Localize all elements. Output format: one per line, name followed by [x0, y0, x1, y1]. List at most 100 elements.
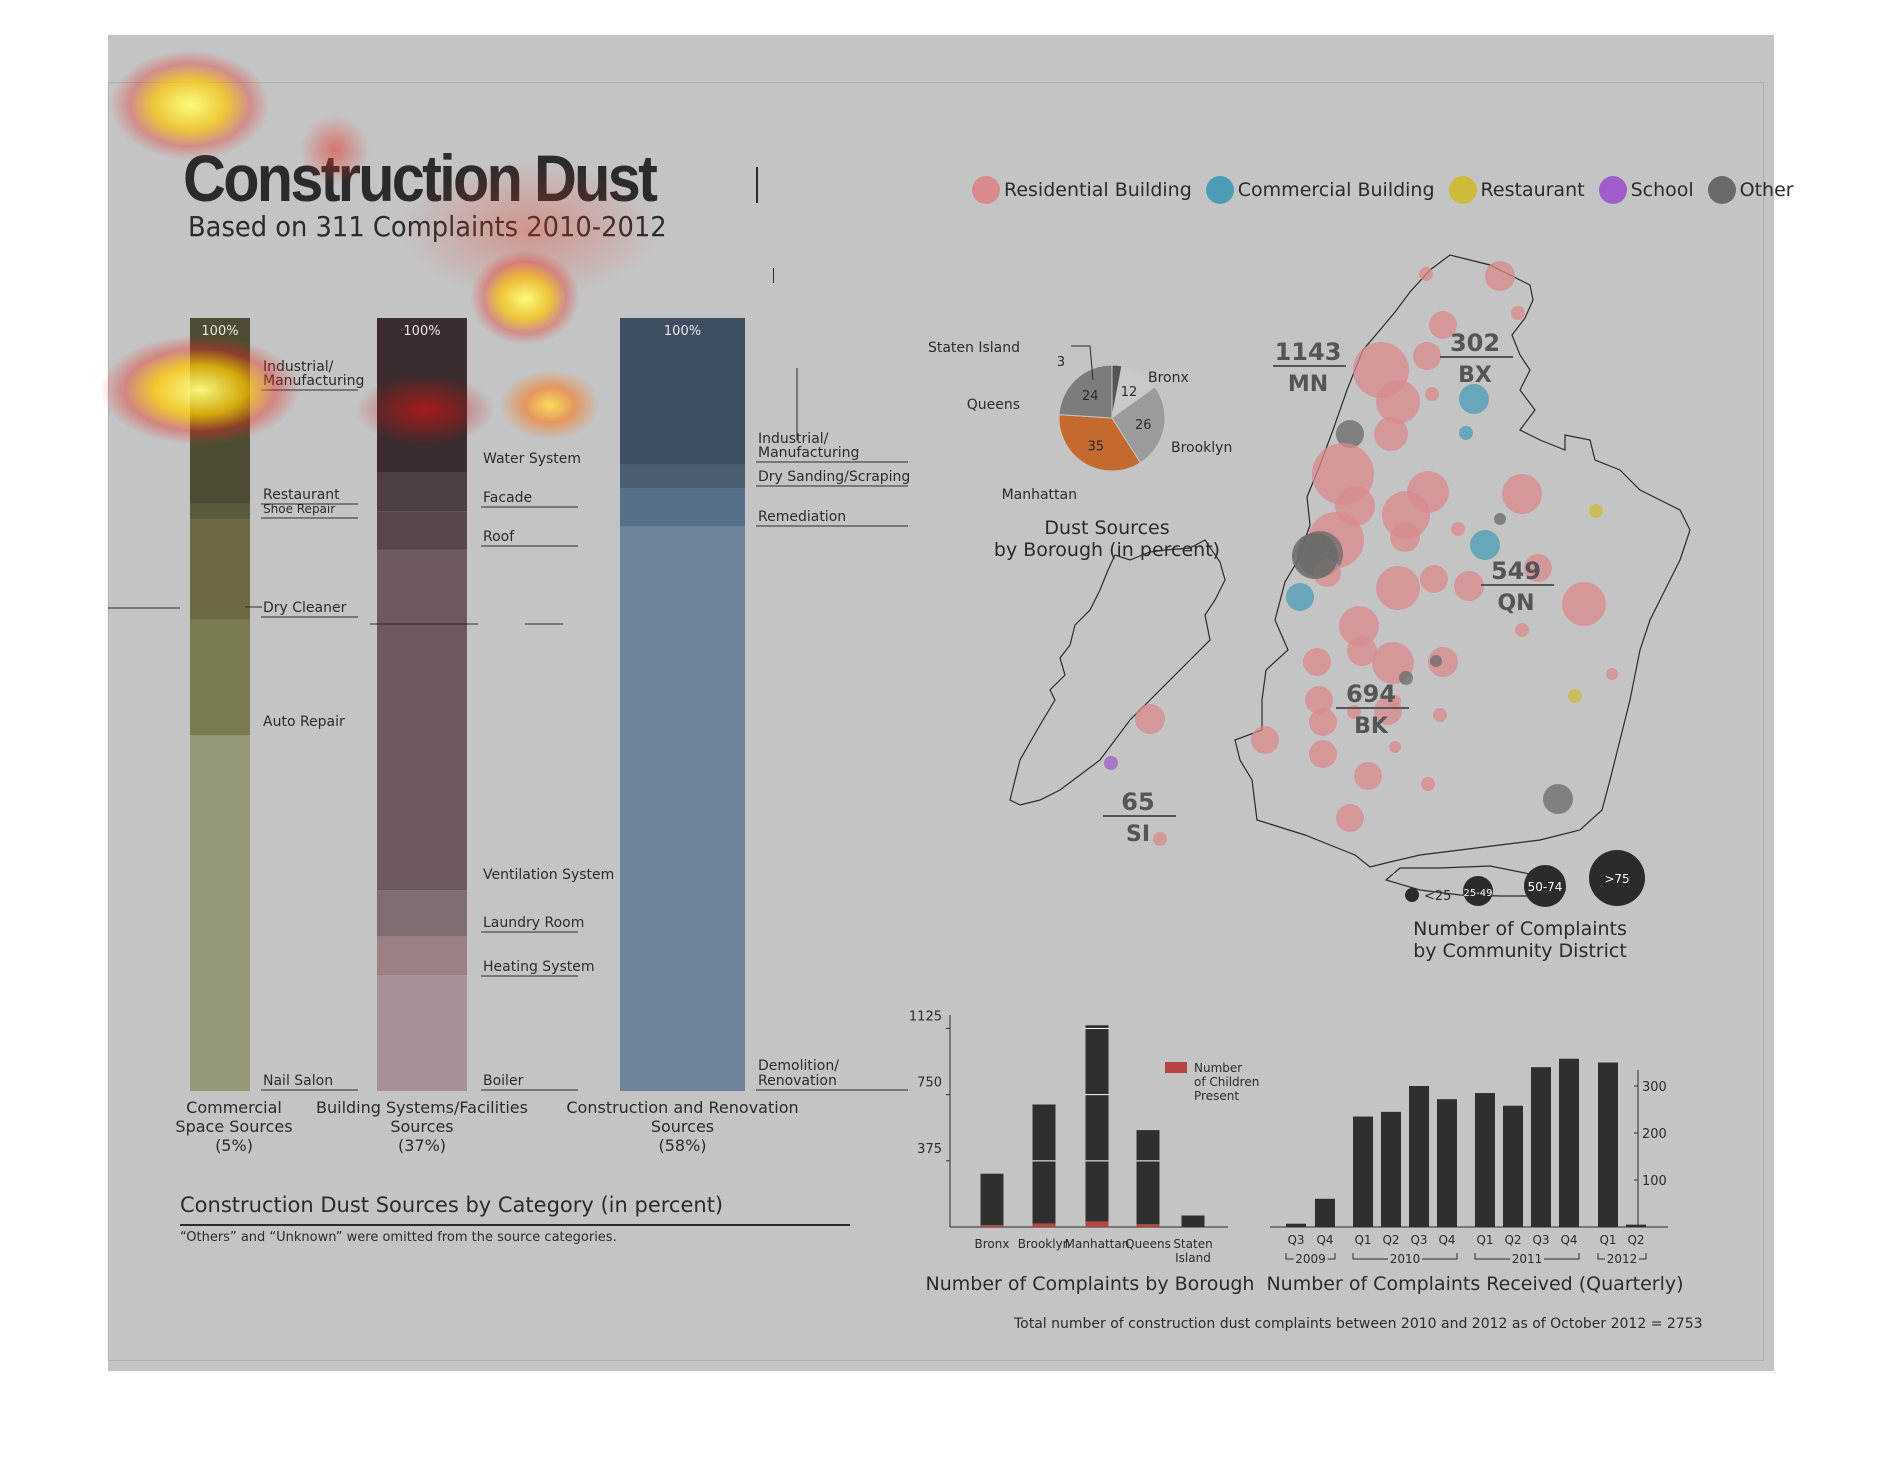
year-label-backing [1293, 1252, 1328, 1265]
district-bubble [1459, 384, 1489, 414]
district-bubble [1135, 704, 1165, 734]
bar-top-label: 100% [201, 324, 238, 339]
district-bubble [1568, 689, 1582, 703]
segment-label: Facade [483, 490, 532, 506]
bar [1409, 1086, 1429, 1227]
pie-slice-label: Manhattan [1002, 487, 1077, 503]
school-dot-icon [1598, 176, 1627, 204]
district-bubble [1390, 522, 1420, 552]
segment-label: Dry Cleaner [263, 600, 347, 616]
year-label: 2010 [1390, 1252, 1421, 1266]
stacked-bar-segment [377, 549, 467, 891]
year-label: 2009 [1295, 1252, 1326, 1266]
segment-label: Demolition/ [758, 1058, 839, 1074]
pie-slice-label: Brooklyn [1171, 440, 1232, 456]
district-bubble [1339, 606, 1379, 646]
segment-label: Nail Salon [263, 1073, 333, 1089]
legend-label: School [1630, 179, 1694, 201]
stacked-bar-segment [190, 318, 250, 504]
segment-label: Manufacturing [758, 445, 859, 461]
district-bubble [1428, 647, 1458, 677]
year-label-backing [1388, 1252, 1422, 1265]
borough-total-value: 549 [1491, 557, 1541, 585]
borough-outline [1009, 539, 1226, 806]
segment-label: Boiler [483, 1073, 524, 1089]
pie-value-label: 35 [1088, 439, 1105, 454]
category-section-title: Construction Dust Sources by Category (i… [180, 1193, 724, 1217]
legend-label: Restaurant [1480, 179, 1585, 201]
x-tick-label: Q4 [1560, 1233, 1577, 1247]
pie-leader-line [1071, 345, 1094, 381]
legend-item-commercial: Commercial Building [1205, 176, 1435, 204]
bar [1598, 1062, 1618, 1227]
x-tick-label: Q1 [1476, 1233, 1493, 1247]
stacked-bar-segment [620, 526, 745, 1091]
x-tick-label: Brooklyn [1018, 1237, 1071, 1251]
column-caption: (5%) [215, 1136, 253, 1155]
map-title: Number of Complaints [1413, 918, 1627, 940]
bar [1626, 1224, 1646, 1227]
x-tick-label: Staten [1173, 1237, 1212, 1251]
stacked-bar-segment [620, 488, 745, 527]
bar [1136, 1224, 1160, 1227]
district-bubble [1303, 648, 1331, 676]
district-bubble [1429, 311, 1457, 339]
segment-label: Laundry Room [483, 915, 584, 931]
district-bubble [1399, 671, 1413, 685]
pie-title: by Borough (in percent) [994, 539, 1220, 561]
size-legend-label: >75 [1604, 872, 1629, 886]
district-bubble [1494, 513, 1506, 525]
bar [1381, 1111, 1401, 1227]
legend-item-school: School [1598, 176, 1694, 204]
district-bubble [1511, 306, 1525, 320]
x-tick-label: Q2 [1382, 1233, 1399, 1247]
district-bubble [1451, 522, 1465, 536]
segment-label: Ventilation System [483, 867, 614, 883]
district-bubble [1374, 417, 1408, 451]
column-caption: Sources [651, 1117, 714, 1136]
district-bubble [1305, 686, 1333, 714]
legend-item-other: Other [1707, 176, 1794, 204]
bar [1286, 1223, 1306, 1227]
stacked-bar-segment [190, 503, 250, 519]
x-tick-label: Q1 [1599, 1233, 1616, 1247]
size-legend-label: <25 [1424, 889, 1451, 904]
legend-label: of Children [1194, 1075, 1259, 1089]
segment-label: Remediation [758, 509, 846, 525]
district-bubble [1459, 426, 1473, 440]
stacked-bar-segment [377, 936, 467, 976]
district-bubble [1430, 655, 1442, 667]
borough-abbreviation: QN [1497, 591, 1534, 616]
district-bubble [1153, 832, 1167, 846]
bar-top-label: 100% [664, 324, 701, 339]
column-caption: (37%) [398, 1136, 446, 1155]
y-tick-label: 200 [1642, 1127, 1667, 1142]
district-bubble [1433, 708, 1447, 722]
bar-top-label: 100% [403, 324, 440, 339]
year-label-backing [1605, 1252, 1639, 1265]
year-label: 2011 [1512, 1252, 1543, 1266]
segment-label: Auto Repair [263, 714, 345, 730]
x-tick-label: Island [1175, 1251, 1211, 1265]
size-legend-dot [1463, 876, 1493, 906]
pie-value-label: 3 [1057, 355, 1065, 370]
x-tick-label: Manhattan [1065, 1237, 1130, 1251]
stacked-bar-segment [377, 472, 467, 512]
year-label-backing [1510, 1252, 1544, 1265]
pie-value-label: 24 [1082, 389, 1099, 404]
district-bubble [1413, 342, 1441, 370]
district-bubble [1502, 474, 1542, 514]
stacked-bar-segment [620, 464, 745, 489]
x-tick-label: Q2 [1627, 1233, 1644, 1247]
bar [1136, 1130, 1160, 1225]
district-bubble [1251, 726, 1279, 754]
district-bubble [1389, 741, 1401, 753]
stacked-bar-segment [620, 318, 745, 465]
segment-label: Renovation [758, 1073, 837, 1089]
district-bubble [1104, 756, 1118, 770]
district-bubble [1470, 530, 1500, 560]
divider-mark [756, 167, 758, 203]
divider-mark [773, 268, 774, 283]
map-title: by Community District [1413, 940, 1627, 962]
stacked-bar-segment [377, 318, 467, 473]
